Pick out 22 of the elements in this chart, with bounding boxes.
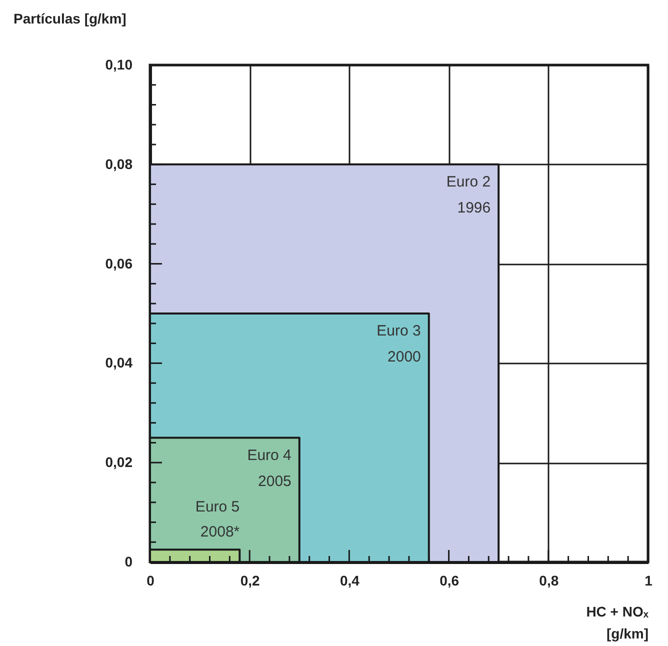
x-tick-label: 0,6	[440, 572, 460, 588]
y-tick-label: 0,04	[105, 354, 133, 371]
series-label: Euro 3	[376, 322, 421, 340]
x-axis-title: HC + NOₓ [g/km]	[586, 604, 650, 642]
y-tick-label: 0,02	[105, 454, 133, 470]
y-axis-title: Partículas [g/km]	[14, 10, 126, 26]
y-tick-label: 0,10	[105, 56, 133, 72]
y-tick-label: 0	[124, 554, 133, 570]
annotation: 1996	[457, 199, 491, 216]
x-tick-label: 1	[644, 572, 653, 588]
annotation: 2005	[258, 472, 292, 490]
y-tick-label: 0,08	[105, 156, 133, 172]
annotation: 2008*	[200, 524, 240, 541]
annotation: 2000	[388, 348, 421, 366]
x-tick-label: 0	[146, 572, 155, 588]
x-tick-label: 0,4	[340, 572, 360, 588]
y-tick-label: 0,06	[105, 255, 133, 272]
series-label: Euro 4	[247, 446, 292, 464]
series-label: Euro 2	[446, 173, 491, 190]
text: Euro 5	[195, 498, 240, 516]
x-tick-label: 0,8	[539, 572, 559, 588]
x-tick-label: 0,2	[240, 572, 260, 588]
